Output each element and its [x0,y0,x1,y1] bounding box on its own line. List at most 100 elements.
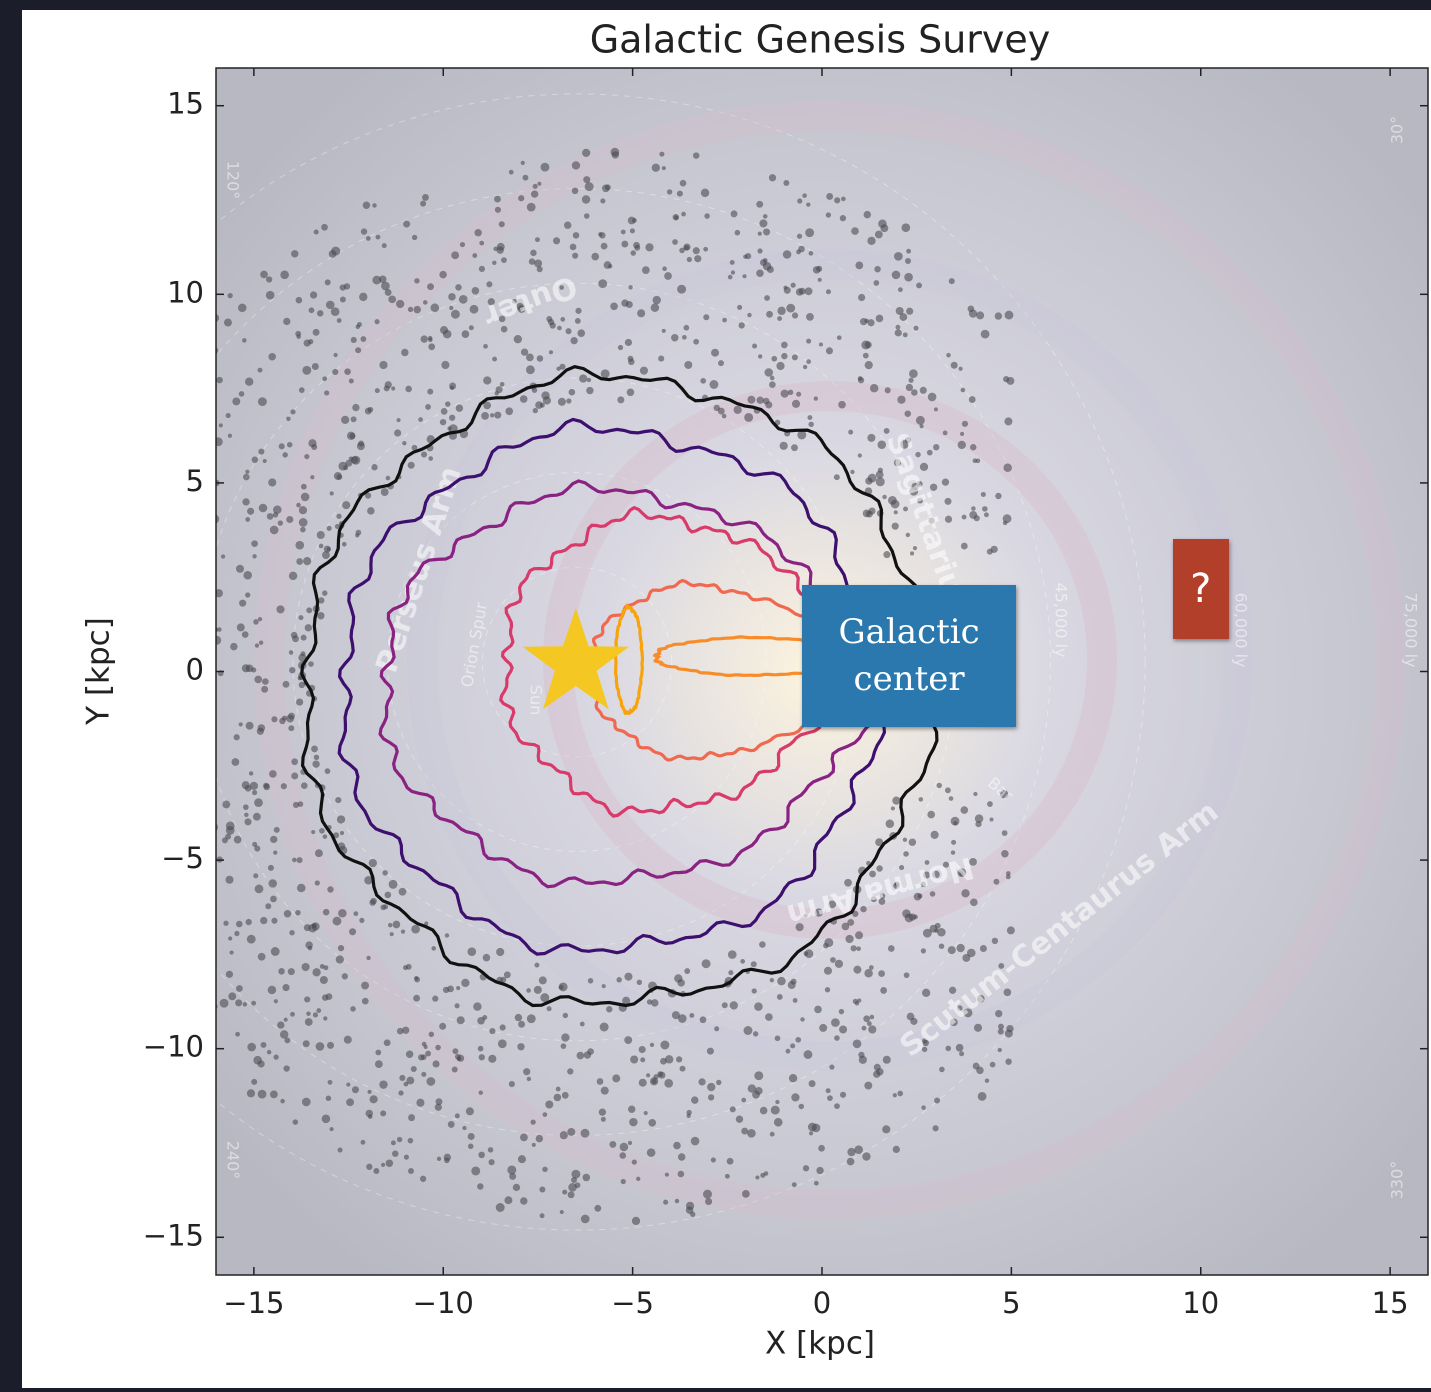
background-dot [601,984,606,989]
background-dot [662,266,667,272]
background-dot [707,1094,715,1101]
background-dot [830,957,836,963]
background-dot [458,294,468,304]
background-dot [945,1045,952,1052]
background-dot [791,1182,797,1188]
background-dot [277,1021,285,1029]
background-dot [806,313,814,321]
background-dot [297,801,304,807]
background-dot [216,376,223,384]
background-dot [413,305,421,314]
background-dot [318,543,324,549]
background-dot [858,1051,865,1059]
background-dot [424,921,429,926]
background-dot [649,1042,655,1048]
background-dot [251,1078,258,1085]
background-dot [902,332,908,338]
background-dot [428,343,436,351]
background-dot [556,366,561,371]
background-dot [598,279,608,289]
background-dot [242,804,249,811]
background-dot [574,318,581,324]
background-dot [721,1002,728,1009]
background-dot [533,985,542,994]
background-dot [220,554,226,559]
background-dot [609,1140,617,1148]
background-dot [282,983,290,992]
background-dot [266,513,274,520]
background-dot [413,994,421,1002]
background-dot [451,1066,458,1073]
spiral-arm [254,100,1406,1220]
background-dot [530,249,537,257]
background-dot [969,511,978,519]
background-dot [851,227,859,235]
background-dot [339,830,345,836]
background-dot [638,1078,647,1087]
background-dot [757,231,762,236]
background-dot [969,857,977,866]
background-dot [526,353,534,362]
background-dot [247,1042,257,1052]
background-dot [304,996,311,1003]
background-dot [792,998,798,1003]
background-dot [709,380,719,389]
background-dot [330,307,340,317]
background-dot [790,1043,796,1049]
background-dot [498,221,505,228]
background-dot [322,590,328,596]
background-dot [335,955,344,964]
background-dot [280,1098,285,1104]
background-dot [268,353,276,361]
x-tick-label: 10 [1182,1286,1219,1320]
background-dot [235,564,245,573]
background-dot [869,383,879,393]
background-dot [580,1128,590,1138]
background-dot [304,624,312,632]
background-dot [384,891,392,899]
background-dot [980,491,986,497]
background-dot [727,950,737,959]
background-dot [700,377,707,384]
background-dot [960,542,968,550]
background-dot [912,545,918,551]
background-dot [263,782,270,789]
background-dot [629,1117,638,1127]
background-dot [246,1089,256,1098]
background-dot [553,1093,562,1102]
background-dot [323,1016,328,1021]
background-dot [798,245,805,253]
background-dot [241,781,250,790]
background-dot [608,264,613,269]
background-dot [241,664,250,673]
background-dot [882,1055,891,1064]
background-dot [276,605,285,614]
background-dot [677,284,687,294]
background-dot [244,377,254,386]
background-dot [650,999,659,1007]
background-dot [329,491,334,496]
background-dot [379,1080,388,1089]
background-dot [323,545,331,553]
background-dot [498,315,506,323]
background-dot [904,410,911,417]
y-axis-label: Y [kpc] [81,617,117,726]
background-dot [389,932,394,937]
background-dot [579,374,588,383]
background-dot [398,1090,404,1096]
background-dot [248,771,254,776]
background-dot [582,148,591,158]
background-dot [741,1097,747,1103]
background-dot [867,433,876,442]
background-dot [756,200,764,208]
background-dot [863,210,872,219]
background-dot [666,189,673,195]
background-dot [775,1099,780,1105]
background-dot [838,1008,845,1015]
background-dot [777,976,786,986]
background-dot [728,970,734,976]
background-dot [795,1036,802,1043]
background-dot [332,368,339,375]
background-dot [957,1005,963,1011]
background-dot [348,378,354,384]
